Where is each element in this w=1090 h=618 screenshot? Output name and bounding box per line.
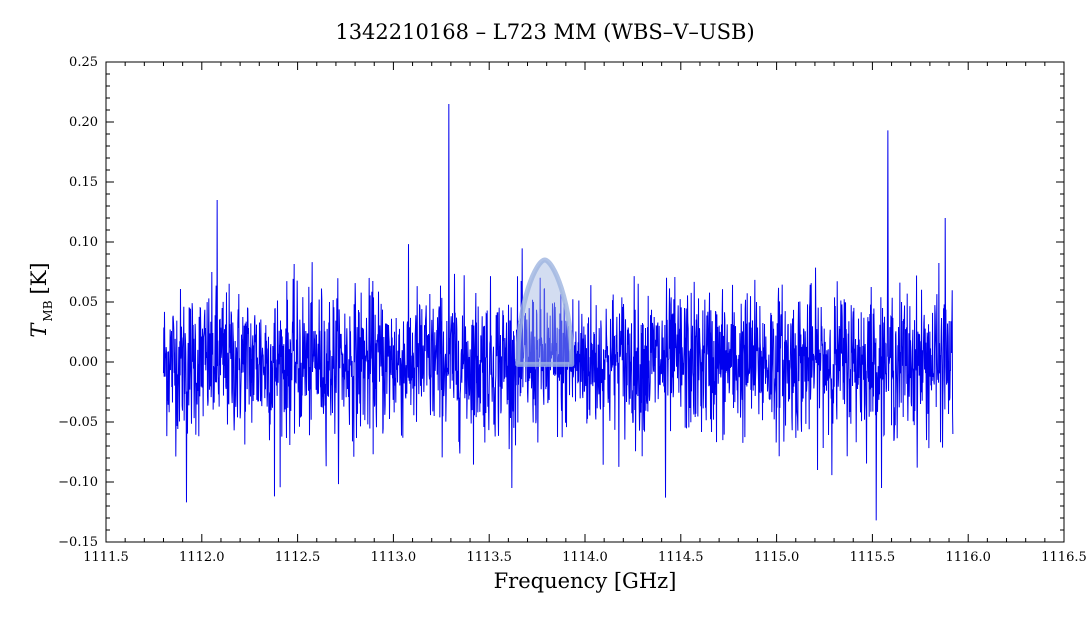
- x-tick-label: 1111.5: [83, 550, 129, 565]
- y-tick-label: 0.05: [69, 295, 98, 310]
- x-tick-label: 1112.5: [275, 550, 321, 565]
- y-axis-label-subscript: MB: [41, 300, 55, 321]
- y-tick-label: 0.00: [69, 355, 98, 370]
- y-axis-label-symbol: T: [27, 322, 51, 338]
- x-tick-label: 1115.0: [754, 550, 800, 565]
- x-tick-label: 1114.5: [658, 550, 704, 565]
- y-tick-label: −0.05: [58, 415, 98, 430]
- spectrum-line: [162, 103, 954, 521]
- y-tick-label: 0.15: [69, 175, 98, 190]
- y-tick-label: 0.20: [69, 115, 98, 130]
- x-tick-label: 1115.5: [850, 550, 896, 565]
- y-axis-label: TMB [K]: [27, 262, 55, 337]
- y-tick-label: 0.10: [69, 235, 98, 250]
- x-tick-label: 1116.5: [1041, 550, 1087, 565]
- chart-title: 1342210168 – L723 MM (WBS–V–USB): [335, 20, 754, 44]
- x-tick-label: 1114.0: [562, 550, 608, 565]
- x-tick-label: 1113.5: [466, 550, 512, 565]
- y-tick-label: −0.10: [58, 475, 98, 490]
- x-tick-label: 1116.0: [945, 550, 991, 565]
- watermark-ghost-profile: [515, 257, 575, 367]
- x-tick-label: 1112.0: [179, 550, 225, 565]
- y-tick-label: −0.15: [58, 535, 98, 550]
- plot-frame: [105, 61, 1065, 543]
- y-axis-label-unit: [K]: [27, 262, 51, 294]
- x-axis: 1111.5 1112.0 1112.5 1113.0 1113.5 1114.0 1114…: [83, 62, 1087, 565]
- y-tick-label: 0.25: [69, 55, 98, 70]
- ghost-profile-shape: [515, 257, 575, 367]
- y-axis: −0.15 −0.10 −0.05 0.00 0.05 0.10 0.15 0.20 0.25: [58, 55, 1064, 550]
- x-axis-label: Frequency [GHz]: [494, 569, 677, 593]
- plot-area: [162, 103, 954, 521]
- x-tick-label: 1113.0: [371, 550, 417, 565]
